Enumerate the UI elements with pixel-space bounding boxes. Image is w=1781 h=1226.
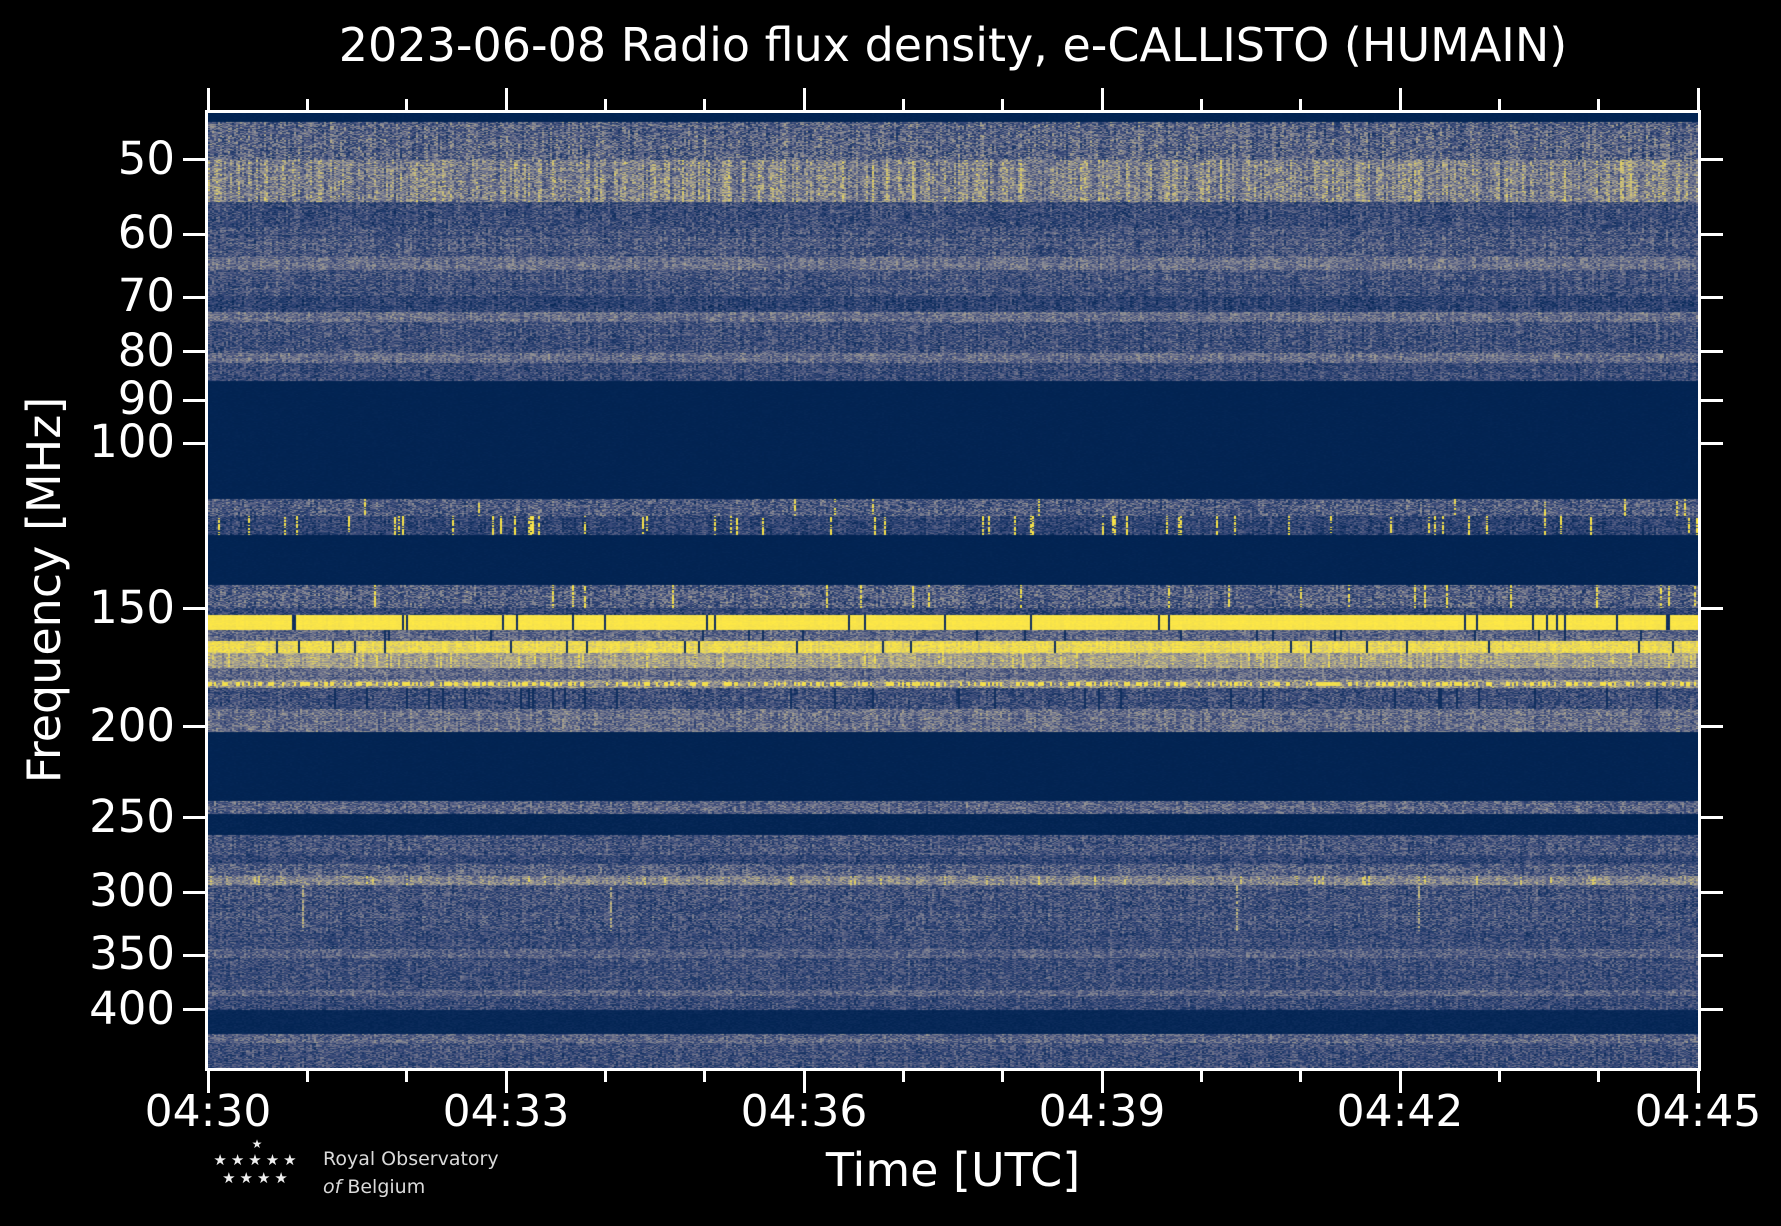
x-tick-top (901, 99, 905, 110)
y-tick-label: 400 (89, 981, 175, 1035)
rob-logo-star-row: ★★★★★ (213, 1151, 301, 1169)
rob-logo-stars-icon: ★ ★★★★★ ★★★★ (203, 1138, 311, 1201)
y-tick-right (1701, 158, 1723, 162)
x-tick-bottom (1597, 1071, 1601, 1082)
x-tick-top (1100, 88, 1104, 110)
rob-logo-line1: Royal Observatory (323, 1148, 499, 1170)
y-tick-right (1701, 441, 1723, 445)
x-tick-label: 04:36 (740, 1086, 868, 1137)
y-tick-left (183, 1008, 205, 1012)
y-tick-label: 70 (117, 269, 175, 323)
x-tick-top (802, 88, 806, 110)
y-tick-right (1701, 295, 1723, 299)
y-tick-right (1701, 350, 1723, 354)
y-tick-label: 150 (89, 580, 175, 634)
y-tick-label: 350 (89, 927, 175, 981)
x-tick-bottom (1398, 1071, 1402, 1093)
x-tick-label: 04:30 (144, 1086, 272, 1137)
plot-area (205, 110, 1701, 1071)
chart-title: 2023-06-08 Radio flux density, e-CALLIST… (338, 18, 1568, 72)
x-tick-bottom (802, 1071, 806, 1093)
y-tick-left (183, 725, 205, 729)
y-tick-label: 200 (89, 698, 175, 752)
y-tick-right (1701, 725, 1723, 729)
y-axis-label: Frequency [MHz] (17, 396, 71, 784)
x-tick-top (1299, 99, 1303, 110)
rob-logo-text: Royal Observatory of Belgium (323, 1146, 499, 1201)
x-tick-top (1497, 99, 1501, 110)
x-tick-top (1199, 99, 1203, 110)
y-tick-label: 100 (89, 415, 175, 469)
royal-observatory-of-belgium-logo: ★ ★★★★★ ★★★★ Royal Observatory of Belgium (203, 1138, 499, 1201)
x-tick-top (405, 99, 409, 110)
x-tick-bottom (405, 1071, 409, 1082)
x-tick-bottom (504, 1071, 508, 1093)
x-tick-top (206, 88, 210, 110)
y-tick-left (183, 816, 205, 820)
spectrogram-heatmap-canvas (208, 113, 1698, 1068)
x-tick-top (504, 88, 508, 110)
x-tick-top (1001, 99, 1005, 110)
y-tick-label: 300 (89, 864, 175, 918)
x-tick-top (603, 99, 607, 110)
x-tick-bottom (1001, 1071, 1005, 1082)
x-tick-label: 04:42 (1336, 1086, 1464, 1137)
x-tick-bottom (1100, 1071, 1104, 1093)
rob-logo-line2-belgium: Belgium (347, 1175, 426, 1198)
rob-logo-star-row: ★★★★ (222, 1169, 292, 1187)
y-tick-right (1701, 816, 1723, 820)
y-tick-right (1701, 953, 1723, 957)
rob-logo-line2: of Belgium (323, 1174, 499, 1202)
y-tick-left (183, 441, 205, 445)
x-tick-top (1696, 88, 1700, 110)
rob-logo-star-row: ★ (251, 1137, 263, 1151)
y-tick-label: 250 (89, 789, 175, 843)
x-tick-top (1398, 88, 1402, 110)
y-tick-right (1701, 1008, 1723, 1012)
x-tick-label: 04:33 (442, 1086, 570, 1137)
x-tick-label: 04:39 (1038, 1086, 1166, 1137)
y-tick-right (1701, 890, 1723, 894)
y-tick-left (183, 295, 205, 299)
rob-logo-line2-of: of (323, 1175, 342, 1198)
y-tick-left (183, 607, 205, 611)
y-tick-left (183, 232, 205, 236)
x-tick-bottom (1299, 1071, 1303, 1082)
x-tick-top (305, 99, 309, 110)
x-tick-bottom (1696, 1071, 1700, 1093)
y-tick-label: 80 (117, 323, 175, 377)
y-tick-right (1701, 232, 1723, 236)
x-tick-bottom (603, 1071, 607, 1082)
y-tick-label: 50 (117, 131, 175, 185)
x-tick-top (1597, 99, 1601, 110)
y-tick-right (1701, 398, 1723, 402)
x-tick-bottom (305, 1071, 309, 1082)
x-tick-bottom (1199, 1071, 1203, 1082)
y-tick-left (183, 350, 205, 354)
y-tick-label: 90 (117, 372, 175, 426)
x-tick-bottom (1497, 1071, 1501, 1082)
y-tick-left (183, 398, 205, 402)
x-tick-label: 04:45 (1634, 1086, 1762, 1137)
y-tick-left (183, 158, 205, 162)
x-tick-bottom (703, 1071, 707, 1082)
y-tick-label: 60 (117, 206, 175, 260)
y-tick-left (183, 890, 205, 894)
x-tick-bottom (901, 1071, 905, 1082)
y-tick-left (183, 953, 205, 957)
x-axis-label: Time [UTC] (825, 1143, 1081, 1197)
x-tick-bottom (206, 1071, 210, 1093)
x-tick-top (703, 99, 707, 110)
y-tick-right (1701, 607, 1723, 611)
